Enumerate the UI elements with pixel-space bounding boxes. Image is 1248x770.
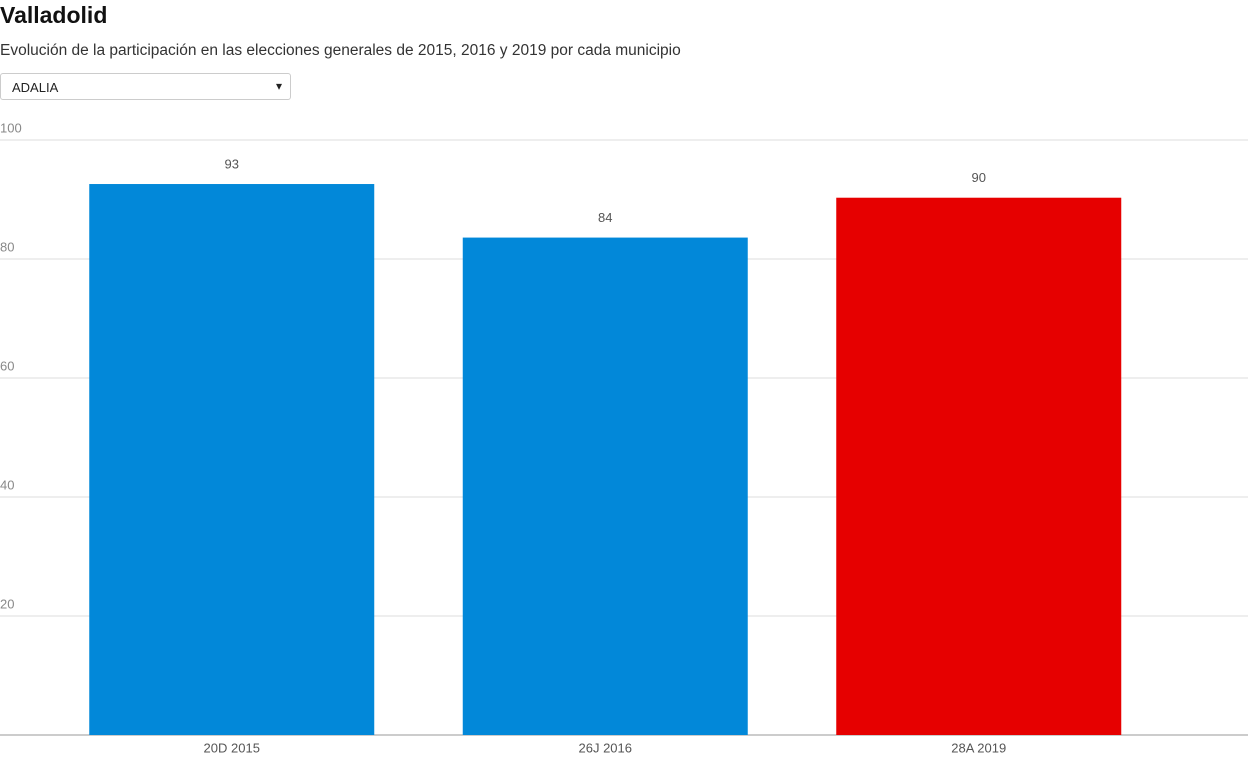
select-arrow: ▾ — [275, 79, 282, 93]
y-tick-label: 40 — [0, 477, 14, 492]
select-value: ADALIA — [12, 80, 59, 95]
title: Valladolid — [0, 2, 108, 28]
bar — [836, 197, 1122, 736]
y-tick-label: 80 — [0, 239, 14, 254]
subtitle: Evolución de la participación en las ele… — [0, 42, 681, 59]
y-tick-label: 20 — [0, 596, 14, 611]
x-tick-label: 28A 2019 — [951, 740, 1006, 755]
value-label: 90 — [972, 170, 986, 185]
bar — [89, 184, 375, 735]
value-label: 84 — [598, 210, 612, 225]
y-tick-label: 100 — [0, 120, 22, 135]
x-tick-label: 26J 2016 — [579, 740, 633, 755]
x-tick-label: 20D 2015 — [204, 740, 260, 755]
value-label: 93 — [225, 156, 239, 171]
municipality-select[interactable]: ADALIA ▾ — [0, 73, 291, 100]
bar — [462, 237, 748, 735]
y-tick-label: 60 — [0, 358, 14, 373]
